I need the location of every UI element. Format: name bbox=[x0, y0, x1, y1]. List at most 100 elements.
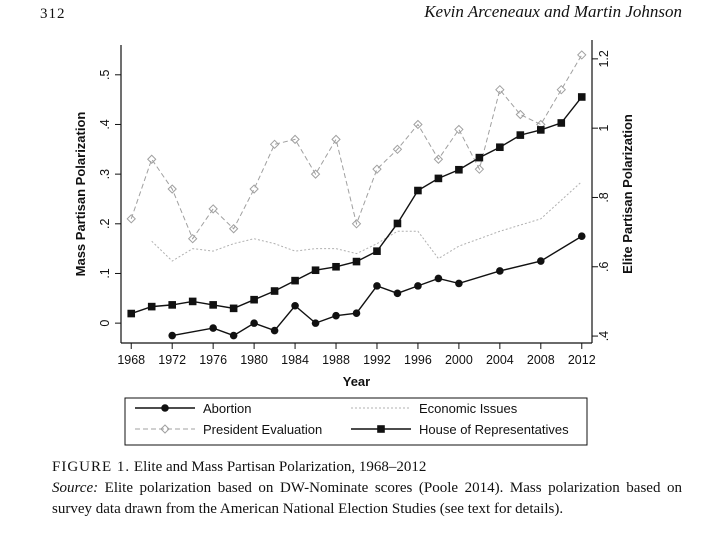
series-line bbox=[131, 96, 583, 315]
x-tick-label: 1996 bbox=[404, 353, 432, 367]
x-tick-label: 2004 bbox=[486, 353, 514, 367]
data-point bbox=[577, 93, 586, 101]
data-point bbox=[270, 287, 279, 295]
data-point bbox=[310, 169, 321, 179]
x-tick-label: 2000 bbox=[445, 353, 473, 367]
data-point bbox=[393, 289, 402, 298]
data-point bbox=[126, 214, 136, 224]
data-point bbox=[228, 224, 239, 234]
data-point bbox=[537, 257, 545, 265]
x-tick-label: 1972 bbox=[158, 353, 186, 367]
data-point bbox=[556, 84, 566, 95]
data-point bbox=[434, 174, 443, 183]
data-point bbox=[229, 331, 238, 340]
y-left-tick-label: .1 bbox=[98, 268, 112, 278]
data-point bbox=[455, 279, 463, 288]
y-left-tick-label: 0 bbox=[98, 320, 112, 327]
figure-caption: FIGURE 1. Elite and Mass Partisan Polari… bbox=[52, 457, 682, 520]
data-point bbox=[127, 309, 136, 318]
data-point bbox=[332, 262, 340, 271]
data-point bbox=[373, 282, 381, 290]
data-point bbox=[168, 331, 176, 340]
axis-layer: 1968 1972 1976 1980 1984 1988 1992 1996 2000 2004… bbox=[73, 50, 635, 389]
legend-item: Economic Issues bbox=[351, 401, 518, 416]
polarization-chart: 1968 1972 1976 1980 1984 1988 1992 1996 2000 2004… bbox=[73, 40, 635, 446]
legend-item: Abortion bbox=[135, 401, 251, 416]
legend-item: House of Representatives bbox=[351, 422, 569, 437]
data-point bbox=[229, 304, 238, 313]
data-point bbox=[496, 267, 504, 275]
legend-label: Abortion bbox=[203, 401, 251, 416]
legend-swatch-marker bbox=[161, 404, 169, 412]
data-point bbox=[577, 50, 587, 60]
y-right-tick-label: 1 bbox=[597, 125, 611, 132]
legend-swatch-marker bbox=[160, 424, 170, 434]
data-point bbox=[270, 326, 279, 335]
data-point bbox=[496, 143, 504, 152]
data-point bbox=[352, 309, 361, 318]
y-right-tick-label: .8 bbox=[597, 192, 611, 202]
x-axis-title: Year bbox=[343, 374, 370, 389]
x-tick-label: 1976 bbox=[199, 353, 227, 367]
data-point bbox=[373, 247, 381, 255]
data-point bbox=[414, 282, 422, 290]
x-tick-label: 1984 bbox=[281, 353, 309, 367]
data-point bbox=[332, 311, 340, 320]
data-point bbox=[454, 124, 464, 135]
x-tick-label: 1980 bbox=[240, 353, 268, 367]
data-point bbox=[434, 274, 443, 283]
y-left-tick-label: .4 bbox=[98, 119, 112, 129]
legend-label: House of Representatives bbox=[419, 422, 569, 437]
data-point bbox=[250, 295, 258, 304]
data-point bbox=[269, 139, 280, 150]
series-line bbox=[130, 54, 583, 240]
legend-label: Economic Issues bbox=[419, 401, 518, 416]
data-point bbox=[250, 319, 258, 327]
data-point bbox=[474, 164, 485, 174]
series-house-of-representatives bbox=[127, 93, 586, 318]
data-point bbox=[290, 134, 300, 145]
series-economic-issues bbox=[151, 181, 583, 262]
data-point bbox=[331, 134, 341, 145]
data-point bbox=[147, 302, 156, 311]
data-point bbox=[495, 84, 505, 95]
x-tick-label: 2012 bbox=[568, 353, 596, 367]
data-point bbox=[352, 257, 361, 266]
y-left-tick-label: .3 bbox=[98, 169, 112, 179]
data-point bbox=[516, 131, 525, 139]
x-tick-label: 1968 bbox=[117, 353, 145, 367]
data-point bbox=[167, 184, 177, 194]
legend-item: President Evaluation bbox=[135, 422, 322, 437]
source-label: Source: bbox=[52, 480, 99, 496]
data-point bbox=[475, 153, 484, 162]
data-point bbox=[392, 144, 403, 155]
x-tick-label: 1992 bbox=[363, 353, 391, 367]
data-point bbox=[291, 301, 299, 310]
running-head: Kevin Arceneaux and Martin Johnson bbox=[424, 2, 682, 21]
data-point bbox=[249, 184, 259, 194]
x-tick-label: 2008 bbox=[527, 353, 555, 367]
data-point bbox=[209, 324, 217, 332]
data-point bbox=[414, 186, 422, 195]
source-text: Elite polarization based on DW-Nominate … bbox=[52, 480, 683, 517]
series-president-evaluation bbox=[126, 50, 587, 244]
legend-box bbox=[124, 397, 588, 446]
data-point bbox=[577, 232, 586, 241]
y-right-axis-title: Elite Partisan Polarization bbox=[620, 114, 635, 274]
legend: Abortion Economic Issues President Evaluat… bbox=[124, 397, 588, 446]
data-point bbox=[372, 164, 382, 174]
data-point bbox=[291, 276, 299, 285]
y-left-tick-label: .2 bbox=[98, 219, 112, 229]
y-right-tick-label: .6 bbox=[597, 262, 611, 272]
figure-label: FIGURE 1. bbox=[52, 459, 131, 475]
legend-label: President Evaluation bbox=[203, 422, 322, 437]
series-layer bbox=[126, 50, 587, 340]
y-left-axis-title: Mass Partisan Polarization bbox=[73, 112, 88, 277]
data-point bbox=[311, 319, 320, 327]
page-number: 312 bbox=[40, 6, 66, 22]
data-point bbox=[557, 119, 566, 127]
data-point bbox=[413, 119, 423, 130]
caption-title-line: FIGURE 1. Elite and Mass Partisan Polari… bbox=[52, 457, 682, 478]
data-point bbox=[455, 165, 463, 174]
series-line bbox=[151, 181, 583, 262]
